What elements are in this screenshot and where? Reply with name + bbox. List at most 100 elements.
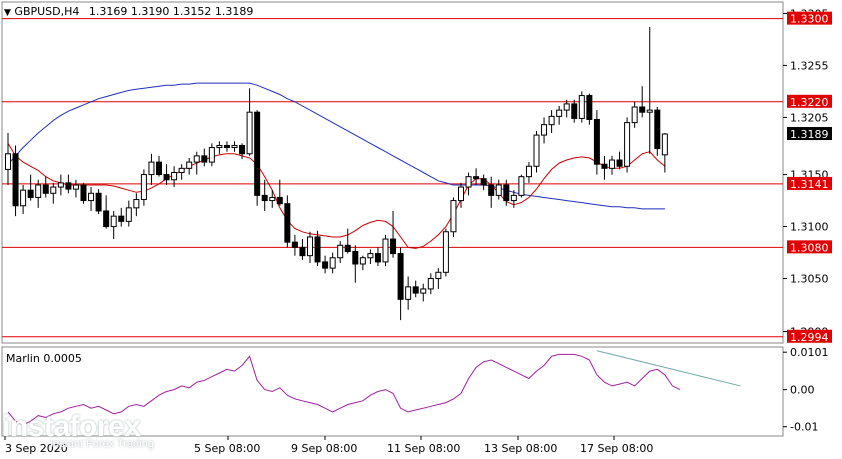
candle-body[interactable]: [631, 106, 638, 124]
candle-body[interactable]: [284, 203, 291, 243]
time-tick-label: 5 Sep 08:00: [194, 442, 260, 455]
candle-body[interactable]: [442, 231, 449, 273]
candle-body[interactable]: [178, 167, 185, 173]
candle-body[interactable]: [533, 134, 540, 167]
candle-body[interactable]: [80, 184, 87, 202]
candle-body[interactable]: [518, 176, 525, 196]
candle-body[interactable]: [118, 215, 125, 222]
candle-body[interactable]: [458, 186, 464, 202]
candle-body[interactable]: [405, 286, 412, 300]
candle-body[interactable]: [223, 144, 230, 149]
candle-body[interactable]: [480, 178, 487, 186]
candle-body[interactable]: [35, 184, 42, 198]
candle-body[interactable]: [299, 246, 306, 257]
candle-body[interactable]: [208, 147, 215, 163]
price-tick-label: 1.3205: [790, 111, 829, 124]
candle-body[interactable]: [420, 288, 427, 294]
candle-body[interactable]: [412, 286, 419, 294]
candle-body[interactable]: [367, 253, 374, 259]
candle-body[interactable]: [427, 278, 434, 290]
candle-body[interactable]: [435, 271, 442, 280]
candle-body[interactable]: [125, 207, 132, 222]
candle-body[interactable]: [465, 176, 472, 188]
candle-body[interactable]: [563, 103, 570, 111]
candle-body[interactable]: [593, 118, 600, 165]
candle-body[interactable]: [571, 103, 578, 119]
candle-body[interactable]: [57, 182, 64, 188]
candle-body[interactable]: [390, 238, 397, 255]
candle-body[interactable]: [50, 186, 57, 194]
candle-body[interactable]: [231, 144, 238, 149]
candle-body[interactable]: [397, 253, 404, 300]
candle-body[interactable]: [624, 122, 631, 167]
price-level-badge-label: 1.3189: [790, 128, 829, 141]
price-level-badge: [787, 329, 832, 343]
candle-body[interactable]: [261, 194, 268, 202]
candle-body[interactable]: [72, 184, 79, 190]
candle-body[interactable]: [148, 161, 155, 176]
collapse-triangle-icon[interactable]: ▼: [4, 8, 11, 18]
candle-body[interactable]: [186, 161, 193, 169]
candle-body[interactable]: [639, 106, 646, 113]
candle-body[interactable]: [578, 95, 585, 119]
candle-body[interactable]: [193, 155, 200, 163]
candle-body[interactable]: [20, 189, 27, 207]
candle-body[interactable]: [488, 184, 495, 196]
time-tick-label: 3 Sep 2020: [5, 442, 68, 455]
candle-body[interactable]: [12, 153, 19, 207]
candle-body[interactable]: [95, 192, 102, 212]
candle-body[interactable]: [110, 215, 117, 228]
candle-body[interactable]: [269, 196, 276, 202]
candle-body[interactable]: [646, 109, 653, 113]
candle-body[interactable]: [239, 144, 246, 155]
candle-body[interactable]: [133, 199, 140, 209]
candle-body[interactable]: [291, 241, 298, 248]
candle-body[interactable]: [344, 244, 351, 253]
candle-body[interactable]: [374, 253, 381, 263]
candle-body[interactable]: [201, 155, 208, 163]
candle-body[interactable]: [661, 133, 668, 156]
price-tick-label: 1.3050: [790, 273, 829, 286]
candle-body[interactable]: [88, 192, 95, 202]
candle-body[interactable]: [473, 176, 480, 180]
candle-body[interactable]: [156, 161, 162, 176]
indicator-tick-label: -0.01: [790, 421, 818, 434]
candle-body[interactable]: [525, 165, 532, 178]
candle-body[interactable]: [586, 95, 593, 120]
divergence-trendline[interactable]: [596, 350, 741, 387]
candle-body[interactable]: [352, 251, 359, 265]
candle-body[interactable]: [382, 238, 389, 263]
candle-body[interactable]: [314, 236, 321, 263]
candle-body[interactable]: [329, 257, 336, 269]
candle-body[interactable]: [654, 109, 661, 150]
candle-body[interactable]: [216, 144, 223, 149]
candle-body[interactable]: [65, 182, 72, 190]
candle-body[interactable]: [541, 124, 548, 136]
watermark: instaforex Instant Forex Trading: [2, 410, 154, 450]
candle-body[interactable]: [609, 159, 615, 169]
candle-body[interactable]: [5, 153, 11, 170]
candle-body[interactable]: [163, 174, 170, 181]
candle-body[interactable]: [27, 189, 34, 198]
candle-body[interactable]: [171, 172, 178, 181]
watermark-brand: instaforex: [2, 410, 141, 443]
candle-body[interactable]: [337, 244, 344, 259]
candle-body[interactable]: [601, 163, 608, 169]
candle-body[interactable]: [510, 194, 517, 202]
candle-body[interactable]: [548, 115, 555, 126]
candle-body[interactable]: [254, 111, 261, 196]
candle-body[interactable]: [276, 196, 283, 205]
candle-body[interactable]: [103, 210, 110, 228]
candle-body[interactable]: [616, 159, 623, 167]
candle-body[interactable]: [246, 111, 253, 155]
candle-body[interactable]: [140, 174, 147, 201]
candle-body[interactable]: [556, 109, 563, 117]
candle-body[interactable]: [450, 200, 457, 233]
candle-body[interactable]: [42, 184, 49, 194]
candle-body[interactable]: [307, 236, 313, 257]
candle-body[interactable]: [322, 261, 329, 269]
candle-body[interactable]: [359, 257, 366, 265]
candle-body[interactable]: [495, 184, 502, 196]
candle-body[interactable]: [503, 184, 510, 202]
